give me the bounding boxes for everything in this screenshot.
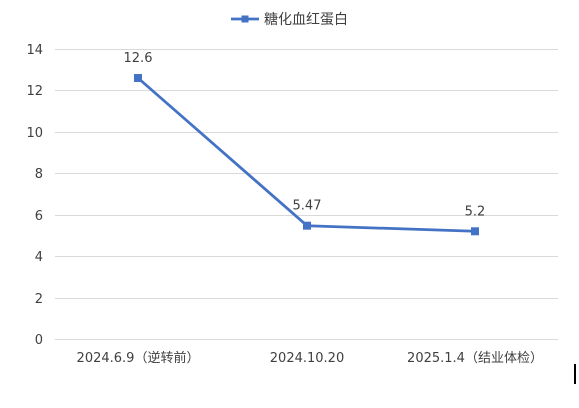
y-gridlines <box>55 49 558 340</box>
legend-marker-square <box>241 15 249 23</box>
y-tick-label: 8 <box>35 167 43 182</box>
y-tick-label: 10 <box>26 126 43 141</box>
chart-legend: 糖化血红蛋白 <box>231 12 348 28</box>
x-axis-tick-labels: 2024.6.9（逆转前） 2024.10.20 2025.1.4（结业体检） <box>77 350 543 366</box>
y-axis-tick-labels: 0 2 4 6 8 10 12 14 <box>26 43 43 348</box>
data-point-marker <box>303 221 311 230</box>
text-cursor <box>574 364 576 384</box>
data-point-label: 5.47 <box>293 199 322 214</box>
data-point-label: 12.6 <box>124 51 153 66</box>
y-tick-label: 0 <box>35 333 43 348</box>
x-tick-label: 2024.10.20 <box>270 351 344 366</box>
x-tick-label: 2025.1.4（结业体检） <box>407 351 543 366</box>
data-point-marker <box>471 227 479 236</box>
series-markers <box>134 74 479 236</box>
y-tick-label: 12 <box>26 84 43 99</box>
data-labels: 12.6 5.47 5.2 <box>124 51 486 219</box>
data-point-marker <box>134 74 142 82</box>
y-tick-label: 6 <box>35 209 43 224</box>
y-tick-label: 4 <box>35 250 43 265</box>
legend-series-name: 糖化血红蛋白 <box>264 12 348 28</box>
y-tick-label: 2 <box>35 292 43 307</box>
y-tick-label: 14 <box>26 43 43 58</box>
data-point-label: 5.2 <box>465 204 486 219</box>
x-tick-label: 2024.6.9（逆转前） <box>77 350 200 366</box>
